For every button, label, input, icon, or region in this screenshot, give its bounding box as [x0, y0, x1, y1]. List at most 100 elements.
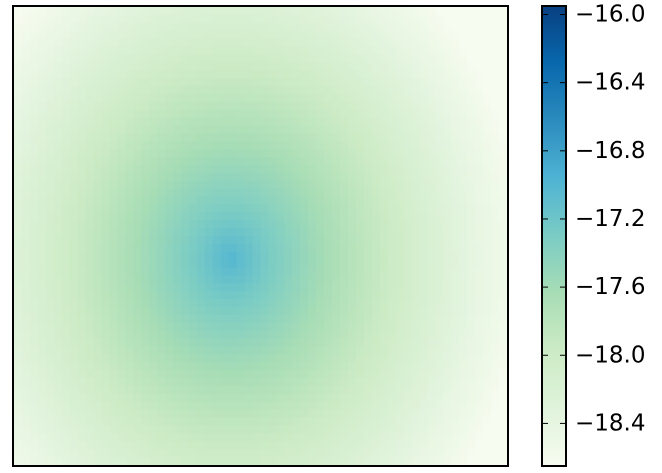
heatmap-cell — [292, 164, 301, 174]
heatmap-cell — [14, 101, 23, 111]
heatmap-cell — [37, 330, 47, 340]
heatmap-cell — [133, 354, 142, 363]
heatmap-cell — [340, 291, 349, 300]
heatmap-cell — [133, 93, 142, 103]
heatmap-cell — [101, 54, 111, 63]
heatmap-cell — [125, 220, 134, 229]
heatmap-cell — [443, 401, 452, 411]
heatmap-cell — [204, 70, 214, 79]
heatmap-cell — [228, 449, 238, 458]
heatmap-cell — [276, 370, 285, 379]
heatmap-cell — [188, 157, 198, 166]
heatmap-cell — [292, 236, 301, 245]
heatmap-cell — [268, 188, 277, 198]
heatmap-cell — [117, 180, 126, 190]
heatmap-cell — [188, 38, 198, 48]
heatmap-cell — [467, 188, 476, 198]
heatmap-cell — [284, 212, 293, 221]
heatmap-cell — [204, 299, 214, 308]
heatmap-cell — [387, 354, 397, 363]
heatmap-cell — [371, 70, 381, 79]
heatmap-cell — [451, 180, 460, 190]
heatmap-cell — [93, 346, 103, 356]
heatmap-cell — [475, 212, 484, 221]
heatmap-cell — [427, 283, 437, 292]
heatmap-cell — [340, 78, 349, 87]
heatmap-cell — [69, 164, 79, 174]
heatmap-cell — [157, 157, 166, 166]
heatmap-cell — [133, 409, 142, 419]
heatmap-cell — [411, 283, 421, 292]
heatmap-cell — [308, 338, 317, 348]
heatmap-cell — [133, 314, 142, 324]
heatmap-cell — [101, 133, 111, 142]
heatmap-cell — [133, 425, 142, 435]
heatmap-cell — [483, 291, 492, 300]
heatmap-cell — [483, 370, 492, 379]
heatmap-cell — [308, 54, 317, 63]
heatmap-cell — [435, 275, 444, 284]
heatmap-cell — [475, 370, 484, 379]
heatmap-cell — [204, 275, 214, 284]
heatmap-cell — [45, 283, 55, 292]
heatmap-cell — [443, 441, 452, 450]
heatmap-cell — [165, 378, 174, 387]
heatmap-cell — [491, 157, 500, 166]
heatmap-cell — [316, 338, 325, 348]
heatmap-cell — [77, 93, 87, 103]
heatmap-cell — [252, 307, 262, 316]
heatmap-cell — [77, 267, 87, 277]
heatmap-cell — [37, 188, 47, 198]
heatmap-cell — [93, 157, 103, 166]
heatmap-cell — [308, 243, 317, 253]
heatmap-cell — [292, 204, 301, 213]
heatmap-cell — [427, 7, 437, 16]
heatmap-cell — [451, 196, 460, 206]
heatmap-cell — [53, 401, 63, 411]
heatmap-cell — [157, 54, 166, 63]
heatmap-cell — [117, 441, 126, 450]
heatmap-cell — [53, 417, 63, 427]
heatmap-cell — [165, 251, 174, 261]
heatmap-cell — [85, 180, 95, 190]
heatmap-cell — [316, 157, 325, 166]
heatmap-cell — [188, 267, 198, 277]
heatmap-cell — [371, 188, 381, 198]
heatmap-cell — [85, 362, 95, 371]
heatmap-cell — [379, 307, 389, 316]
heatmap-cell — [77, 22, 87, 32]
heatmap-cell — [173, 109, 182, 119]
heatmap-cell — [109, 109, 118, 119]
heatmap-cell — [467, 425, 476, 435]
heatmap-cell — [363, 7, 373, 16]
heatmap-cell — [117, 267, 126, 277]
heatmap-cell — [499, 70, 508, 79]
heatmap-cell — [220, 141, 230, 150]
heatmap-cell — [180, 236, 190, 245]
heatmap-cell — [204, 149, 214, 158]
heatmap-cell — [443, 180, 452, 190]
heatmap-cell — [21, 85, 31, 95]
heatmap-cell — [467, 251, 476, 261]
heatmap-cell — [141, 85, 150, 95]
heatmap-cell — [411, 449, 421, 458]
heatmap-cell — [212, 251, 222, 261]
heatmap-cell — [467, 204, 476, 213]
heatmap-cell — [443, 212, 452, 221]
heatmap-cell — [37, 220, 47, 229]
heatmap-cell — [188, 180, 198, 190]
heatmap-cell — [228, 180, 238, 190]
heatmap-cell — [347, 362, 357, 371]
heatmap-cell — [212, 409, 222, 419]
heatmap-cell — [69, 314, 79, 324]
heatmap-cell — [173, 196, 182, 206]
heatmap-cell — [125, 204, 134, 213]
heatmap-cell — [252, 14, 262, 24]
heatmap-cell — [180, 354, 190, 363]
heatmap-cell — [29, 236, 39, 245]
heatmap-cell — [173, 393, 182, 403]
heatmap-cell — [252, 362, 262, 371]
heatmap-cell — [220, 409, 230, 419]
heatmap-cell — [268, 449, 277, 458]
heatmap-cell — [228, 346, 238, 356]
